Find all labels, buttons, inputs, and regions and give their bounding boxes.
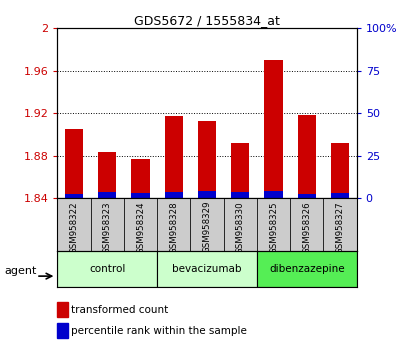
Bar (297, 194, 315, 198)
Bar (198, 121, 216, 198)
Bar (157, 198, 190, 251)
Text: GSM958326: GSM958326 (301, 201, 310, 253)
Bar (124, 198, 157, 251)
Bar (164, 116, 182, 198)
Bar (57, 251, 157, 287)
Bar (223, 198, 256, 251)
Bar (164, 192, 182, 198)
Bar (65, 194, 83, 198)
Text: bevacizumab: bevacizumab (172, 264, 241, 274)
Bar (297, 115, 315, 198)
Bar (256, 251, 356, 287)
Bar (330, 193, 348, 198)
Bar (323, 198, 356, 251)
Text: percentile rank within the sample: percentile rank within the sample (71, 326, 246, 336)
Bar (57, 198, 90, 251)
Bar (264, 60, 282, 198)
Bar (256, 198, 290, 251)
Text: GSM958329: GSM958329 (202, 201, 211, 253)
Text: dibenzazepine: dibenzazepine (268, 264, 344, 274)
Bar (264, 190, 282, 198)
Text: GSM958324: GSM958324 (136, 201, 145, 253)
Title: GDS5672 / 1555834_at: GDS5672 / 1555834_at (134, 14, 279, 27)
Bar (330, 143, 348, 198)
Text: agent: agent (4, 266, 36, 276)
Bar (131, 159, 149, 198)
Bar (65, 129, 83, 198)
Bar (157, 251, 256, 287)
Bar (90, 198, 124, 251)
Bar (190, 198, 223, 251)
Bar (98, 152, 116, 198)
Bar (231, 143, 249, 198)
Text: transformed count: transformed count (71, 305, 168, 315)
Bar (98, 192, 116, 198)
Bar (198, 192, 216, 198)
Text: GSM958322: GSM958322 (70, 201, 79, 253)
Bar (290, 198, 323, 251)
Bar (231, 192, 249, 198)
Bar (131, 193, 149, 198)
Text: GSM958327: GSM958327 (335, 201, 344, 253)
Text: GSM958323: GSM958323 (103, 201, 112, 253)
Text: GSM958328: GSM958328 (169, 201, 178, 253)
Text: control: control (89, 264, 125, 274)
Text: GSM958330: GSM958330 (235, 201, 244, 253)
Text: GSM958325: GSM958325 (268, 201, 277, 253)
